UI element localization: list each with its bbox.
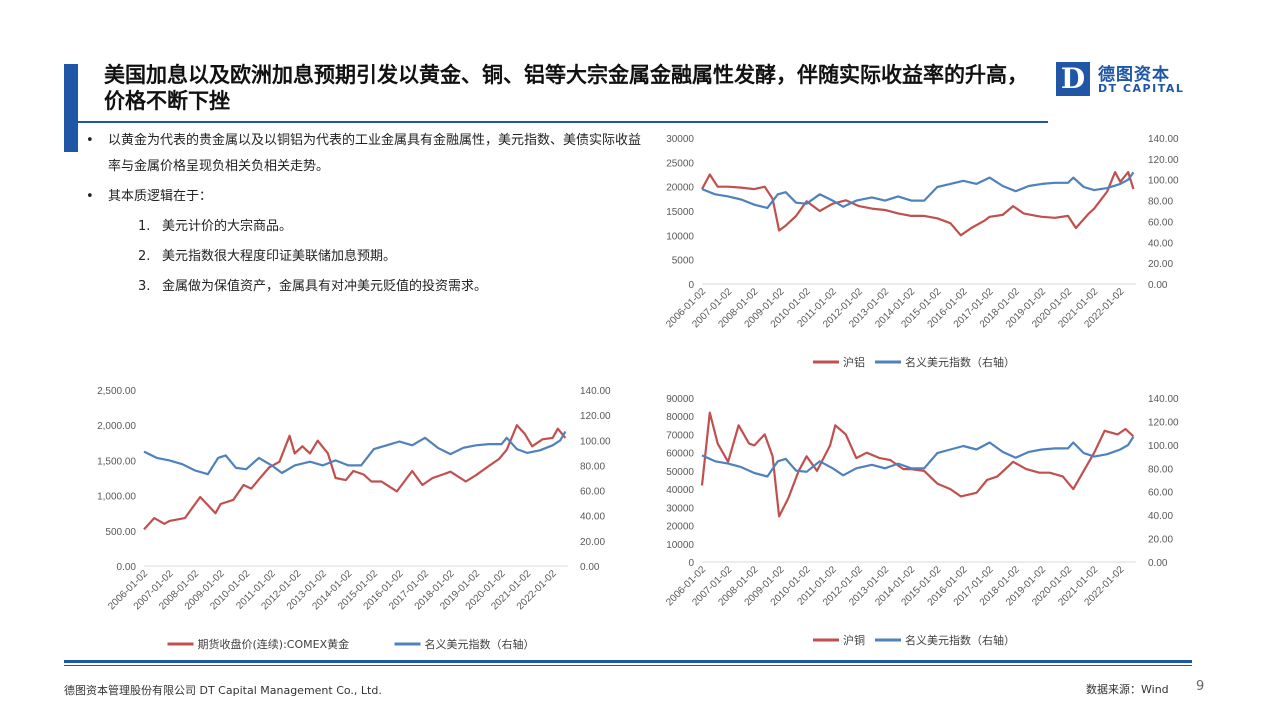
y-right-tick-label: 0.00 <box>580 562 600 573</box>
title-divider <box>64 121 1048 123</box>
y-right-tick-label: 60.00 <box>1148 217 1173 228</box>
legend-label: 期货收盘价(连续):COMEX黄金 <box>198 637 350 651</box>
numbered-item: 1. 美元计价的大宗商品。 <box>86 214 646 240</box>
legend-label: 沪铜 <box>843 633 865 647</box>
dollar-index-series-line <box>143 430 567 476</box>
legend-label: 名义美元指数（右轴） <box>905 633 1015 647</box>
y-left-tick-label: 0.00 <box>117 562 137 573</box>
bullet-text: 其本质逻辑在于： <box>108 189 213 204</box>
y-right-tick-label: 140.00 <box>580 386 611 397</box>
item-text: 美元计价的大宗商品。 <box>162 219 293 234</box>
slide-title: 美国加息以及欧洲加息预期引发以黄金、铜、铝等大宗金属金融属性发酵，伴随实际收益率… <box>104 63 1028 113</box>
y-left-tick-label: 40000 <box>666 485 694 496</box>
y-right-tick-label: 20.00 <box>580 537 605 548</box>
logo-mark-icon: D <box>1056 62 1090 96</box>
gold-vs-dollar-chart: 0.00 500.00 1,000.00 1,500.00 2,000.00 2,500.… <box>64 378 624 660</box>
y-left-tick-label: 15000 <box>666 207 694 218</box>
y-left-tick-label: 1,000.00 <box>97 492 136 503</box>
y-left-tick-label: 20000 <box>666 183 694 194</box>
footer-source: 数据来源：Wind <box>1086 683 1169 696</box>
numbered-item: 3. 金属做为保值资产，金属具有对冲美元贬值的投资需求。 <box>86 274 646 300</box>
y-right-tick-label: 100.00 <box>1148 441 1179 452</box>
y-left-tick-label: 2,000.00 <box>97 421 136 432</box>
item-number: 1. <box>138 219 151 234</box>
page-number: 9 <box>1196 679 1205 694</box>
y-right-tick-label: 80.00 <box>1148 197 1173 208</box>
metal-price-series-line <box>701 171 1135 237</box>
footer-divider <box>64 660 1192 663</box>
y-left-tick-label: 10000 <box>666 231 694 242</box>
y-right-tick-label: 0.00 <box>1148 558 1168 569</box>
y-right-tick-label: 40.00 <box>1148 511 1173 522</box>
y-left-tick-label: 10000 <box>666 540 694 551</box>
y-left-tick-label: 2,500.00 <box>97 386 136 397</box>
y-right-tick-label: 20.00 <box>1148 535 1173 546</box>
y-right-tick-label: 100.00 <box>580 436 611 447</box>
y-right-tick-label: 40.00 <box>1148 238 1173 249</box>
y-left-tick-label: 0 <box>688 280 694 291</box>
y-left-tick-label: 90000 <box>666 394 694 405</box>
y-left-tick-label: 0 <box>688 558 694 569</box>
y-right-tick-label: 60.00 <box>580 487 605 498</box>
dollar-index-series-line <box>701 171 1135 209</box>
item-text: 金属做为保值资产，金属具有对冲美元贬值的投资需求。 <box>162 279 488 294</box>
y-right-tick-label: 120.00 <box>1148 417 1179 428</box>
y-right-tick-label: 120.00 <box>580 411 611 422</box>
numbered-item: 2. 美元指数很大程度印证美联储加息预期。 <box>86 244 646 270</box>
gold-chart-svg: 0.00 500.00 1,000.00 1,500.00 2,000.00 2,500.… <box>97 386 611 651</box>
y-left-tick-label: 1,500.00 <box>97 456 136 467</box>
bullet-item: • 以黄金为代表的贵金属以及以铜铝为代表的工业金属具有金融属性，美元指数、美债实… <box>86 128 646 180</box>
dt-capital-logo: D 德图资本 DT CAPITAL <box>1056 60 1186 100</box>
metal-price-series-line <box>143 424 567 531</box>
item-text: 美元指数很大程度印证美联储加息预期。 <box>162 249 397 264</box>
bullet-text: 以黄金为代表的贵金属以及以铜铝为代表的工业金属具有金融属性，美元指数、美债实际收… <box>108 133 642 174</box>
y-right-tick-label: 0.00 <box>1148 280 1168 291</box>
footer-company: 德图资本管理股份有限公司 DT Capital Management Co., … <box>64 684 382 697</box>
item-number: 2. <box>138 249 151 264</box>
y-right-tick-label: 20.00 <box>1148 259 1173 270</box>
y-left-tick-label: 25000 <box>666 158 694 169</box>
y-left-tick-label: 5000 <box>672 256 695 267</box>
bullet-dot-icon: • <box>86 189 94 204</box>
y-left-tick-label: 20000 <box>666 522 694 533</box>
y-right-tick-label: 100.00 <box>1148 176 1179 187</box>
y-right-tick-label: 140.00 <box>1148 134 1179 145</box>
y-right-tick-label: 140.00 <box>1148 394 1179 405</box>
legend-label: 名义美元指数（右轴） <box>905 355 1015 369</box>
aluminum-chart-svg: 0 5000 10000 15000 20000 25000 30000 0.00 20.00 4… <box>664 134 1179 369</box>
y-right-tick-label: 80.00 <box>1148 464 1173 475</box>
legend-label: 沪铝 <box>843 355 865 369</box>
y-left-tick-label: 30000 <box>666 134 694 145</box>
logo-chinese-name: 德图资本 <box>1098 65 1170 85</box>
y-left-tick-label: 50000 <box>666 467 694 478</box>
y-left-tick-label: 60000 <box>666 449 694 460</box>
y-right-tick-label: 120.00 <box>1148 155 1179 166</box>
bullet-list: • 以黄金为代表的贵金属以及以铜铝为代表的工业金属具有金融属性，美元指数、美债实… <box>86 128 646 304</box>
footer-divider-thin <box>64 665 1192 666</box>
dollar-index-series-line <box>701 436 1135 478</box>
copper-vs-dollar-chart: 0 10000 20000 30000 40000 50000 60000 70000 8000… <box>640 384 1200 656</box>
item-number: 3. <box>138 279 151 294</box>
y-right-tick-label: 80.00 <box>580 461 605 472</box>
y-right-tick-label: 40.00 <box>580 512 605 523</box>
y-left-tick-label: 30000 <box>666 503 694 514</box>
bullet-item: • 其本质逻辑在于： <box>86 184 646 210</box>
aluminum-vs-dollar-chart: 0 5000 10000 15000 20000 25000 30000 0.00 20.00 4… <box>640 128 1200 376</box>
y-left-tick-label: 500.00 <box>105 527 136 538</box>
y-right-tick-label: 60.00 <box>1148 488 1173 499</box>
logo-english-name: DT CAPITAL <box>1098 82 1185 95</box>
copper-chart-svg: 0 10000 20000 30000 40000 50000 60000 70000 8000… <box>664 394 1179 647</box>
title-accent-bar <box>64 64 78 152</box>
metal-price-series-line <box>700 411 1135 518</box>
bullet-dot-icon: • <box>86 133 94 148</box>
y-left-tick-label: 80000 <box>666 412 694 423</box>
y-left-tick-label: 70000 <box>666 430 694 441</box>
legend-label: 名义美元指数（右轴） <box>425 637 535 651</box>
